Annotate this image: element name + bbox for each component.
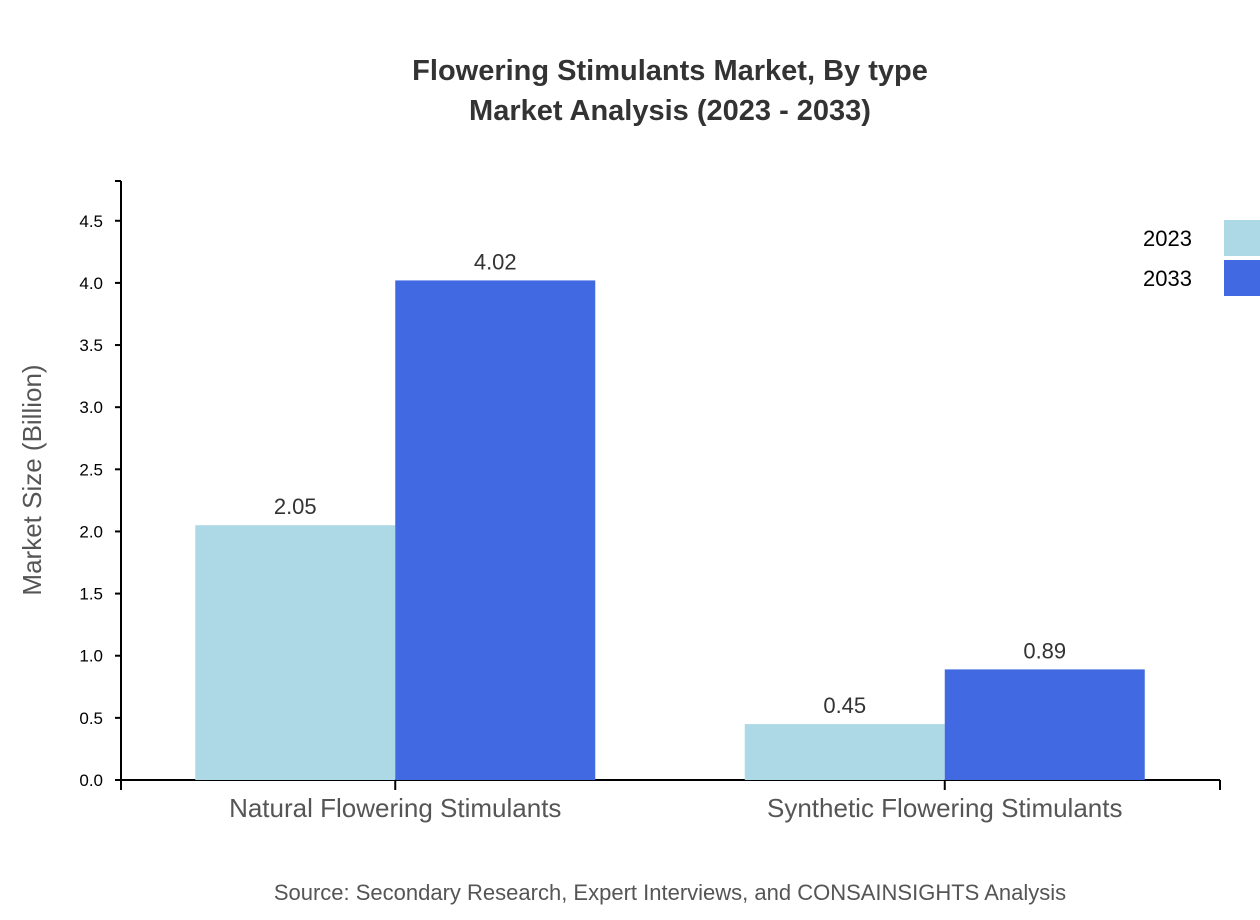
data-label: 0.45 [823,693,866,718]
y-tick-label: 1.5 [79,585,103,604]
bar-2023 [744,724,945,780]
data-label: 2.05 [274,494,317,519]
bar-2023 [195,525,396,780]
y-tick-label: 3.0 [79,398,103,417]
legend-swatch-2033 [1224,260,1260,296]
chart-subtitle: Market Analysis (2023 - 2033) [469,95,871,127]
y-tick-label: 1.0 [79,647,103,666]
x-axis: Natural Flowering Stimulants Synthetic Fl… [120,779,1221,823]
bar-2033 [944,669,1145,780]
y-tick-label: 3.5 [79,336,103,355]
x-tick-label: Natural Flowering Stimulants [229,793,561,823]
y-tick-label: 2.0 [79,522,103,541]
y-tick-label: 0.5 [79,709,103,728]
legend-swatch-2023 [1224,220,1260,256]
data-label: 0.89 [1023,638,1066,663]
legend: 2023 2033 [1143,220,1260,296]
legend-label: 2023 [1143,226,1192,251]
source-note: Source: Secondary Research, Expert Inter… [274,880,1066,905]
bar-2033 [395,280,596,780]
data-label: 4.02 [474,249,517,274]
y-tick-label: 2.5 [79,460,103,479]
y-axis-label: Market Size (Billion) [17,364,47,595]
x-tick-label: Synthetic Flowering Stimulants [767,793,1122,823]
y-tick-label: 4.5 [79,212,103,231]
bars: 2.05 4.02 0.45 0.89 [195,249,1145,780]
y-axis: 0.0 0.5 1.0 1.5 2.0 2.5 3.0 3.5 4.0 4.5 [79,180,122,790]
legend-label: 2033 [1143,266,1192,291]
y-tick-label: 0.0 [79,771,103,790]
y-tick-label: 4.0 [79,274,103,293]
chart-title: Flowering Stimulants Market, By type [412,55,928,87]
